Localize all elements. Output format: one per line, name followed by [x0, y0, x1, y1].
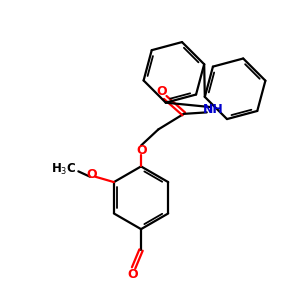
Text: O: O	[86, 168, 97, 182]
Text: O: O	[127, 268, 138, 281]
Text: NH: NH	[203, 103, 224, 116]
Text: O: O	[156, 85, 167, 98]
Text: H$_3$C: H$_3$C	[51, 162, 76, 177]
Text: O: O	[136, 144, 147, 157]
